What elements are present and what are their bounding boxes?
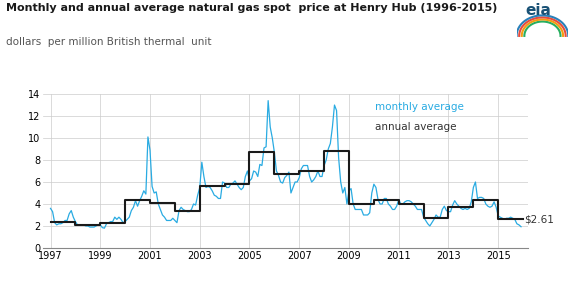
Text: dollars  per million British thermal  unit: dollars per million British thermal unit [6,37,211,47]
Text: eia: eia [525,3,551,18]
Text: $2.61: $2.61 [525,214,554,224]
Text: Monthly and annual average natural gas spot  price at Henry Hub (1996-2015): Monthly and annual average natural gas s… [6,3,497,13]
Text: monthly average: monthly average [375,102,464,112]
Text: annual average: annual average [375,122,457,132]
